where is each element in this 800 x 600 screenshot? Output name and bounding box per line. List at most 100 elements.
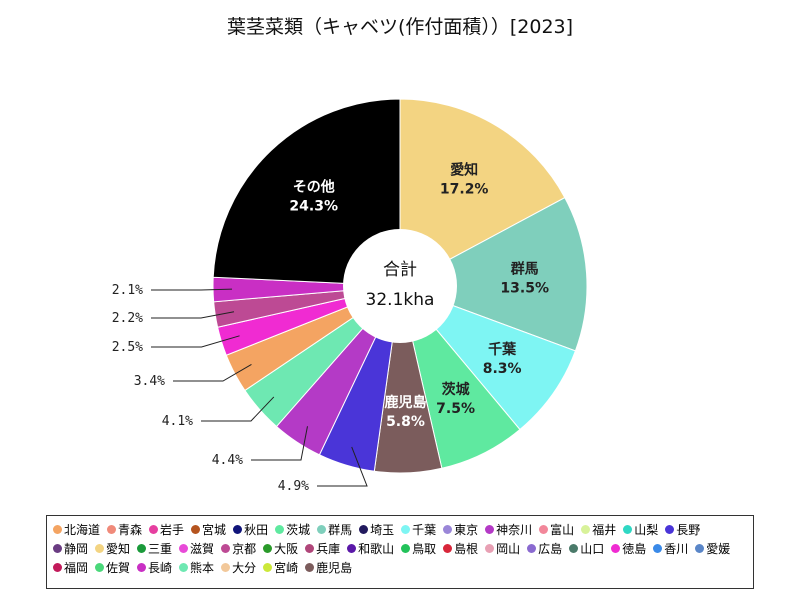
slice-external-label-7: 4.1%	[162, 414, 193, 429]
legend-item: 千葉	[401, 520, 436, 539]
legend-marker	[107, 525, 117, 534]
legend-item: 鹿児島	[305, 558, 352, 577]
slice-external-label-11: 2.1%	[112, 283, 143, 298]
legend-label: 大分	[232, 561, 257, 575]
slice-external-label-6: 4.4%	[212, 453, 243, 468]
legend-marker	[53, 563, 62, 572]
legend-item: 宮城	[191, 520, 226, 539]
legend-label: 東京	[454, 523, 479, 537]
legend-label: 岩手	[160, 523, 185, 537]
legend-marker	[263, 563, 273, 572]
legend-marker	[275, 525, 285, 534]
legend-label: 京都	[232, 542, 257, 556]
legend-marker	[569, 544, 579, 553]
legend-label: 兵庫	[316, 542, 341, 556]
legend-item: 茨城	[275, 520, 310, 539]
donut-hole	[343, 229, 457, 343]
legend-label: 福岡	[64, 561, 89, 575]
slice-external-label-8: 3.4%	[134, 374, 165, 389]
legend-label: 愛知	[106, 542, 131, 556]
slice-label-value-2: 8.3%	[483, 361, 522, 377]
legend-label: 滋賀	[190, 542, 215, 556]
leader-line-5	[317, 446, 368, 487]
legend-label: 香川	[664, 542, 689, 556]
legend-marker	[485, 525, 495, 534]
legend-item: 長崎	[137, 558, 172, 577]
center-total-value: 32.1kha	[366, 290, 435, 310]
slice-label-value-4: 5.8%	[386, 414, 425, 430]
leader-line-6	[251, 426, 308, 461]
slice-label-value-12: 24.3%	[289, 199, 338, 215]
legend-label: 宮崎	[274, 561, 299, 575]
pie-chart: 葉茎菜類（キャベツ(作付面積））[2023] 愛知 17.2% 群馬 13.5% 千葉 8…	[112, 16, 588, 494]
legend-marker	[191, 525, 201, 534]
legend-label: 秋田	[244, 523, 269, 537]
legend-marker	[233, 525, 243, 534]
legend-marker	[443, 525, 453, 534]
legend-marker	[149, 525, 159, 534]
legend-label: 佐賀	[106, 561, 131, 575]
legend-marker	[623, 525, 633, 534]
pie-slice-12	[212, 98, 401, 287]
legend-marker	[611, 544, 621, 553]
legend-label: 山口	[580, 542, 605, 556]
legend-label: 山梨	[634, 523, 659, 537]
legend-marker	[581, 525, 591, 534]
legend-label: 徳島	[622, 542, 647, 556]
legend-marker	[653, 544, 663, 553]
legend-item: 愛媛	[695, 539, 730, 558]
legend-item: 山梨	[623, 520, 658, 539]
legend-item: 滋賀	[179, 539, 214, 558]
legend-marker	[401, 544, 411, 553]
slice-external-label-10: 2.2%	[112, 311, 143, 326]
slice-label-name-3: 茨城	[442, 381, 470, 398]
legend-marker	[53, 544, 62, 553]
slice-label-value-0: 17.2%	[440, 182, 489, 198]
legend-marker	[695, 544, 705, 553]
legend-marker	[95, 544, 105, 553]
legend-item: 福井	[581, 520, 616, 539]
legend-item: 京都	[221, 539, 256, 558]
legend-marker	[263, 544, 273, 553]
legend: 北海道 青森 岩手 宮城 秋田 茨城 群馬 埼玉 千葉 東京 神奈川 富山 福井 山梨 長野 静岡 愛知 三重 滋賀…	[46, 515, 754, 589]
slice-external-label-9: 2.5%	[112, 340, 143, 355]
legend-label: 鳥取	[412, 542, 437, 556]
slice-label-name-12: その他	[293, 179, 335, 196]
legend-item: 山口	[569, 539, 604, 558]
legend-label: 長崎	[148, 561, 173, 575]
legend-marker	[179, 544, 189, 553]
legend-item: 熊本	[179, 558, 214, 577]
legend-marker	[527, 544, 537, 553]
pie-labels: 愛知 17.2% 群馬 13.5% 千葉 8.3% 茨城 7.5% 鹿児島 5.8% 4.9% 4.4…	[112, 162, 549, 494]
legend-marker	[347, 544, 357, 553]
legend-label: 埼玉	[370, 523, 395, 537]
legend-item: 秋田	[233, 520, 268, 539]
leader-line-9	[151, 335, 240, 348]
legend-label: 島根	[454, 542, 479, 556]
legend-marker	[95, 563, 105, 572]
pie-slice-0	[399, 98, 566, 287]
legend-label: 熊本	[190, 561, 215, 575]
legend-marker	[221, 563, 231, 572]
legend-item: 岡山	[485, 539, 520, 558]
legend-marker	[317, 525, 327, 534]
legend-item: 佐賀	[95, 558, 130, 577]
legend-label: 三重	[148, 542, 173, 556]
legend-label: 長野	[676, 523, 701, 537]
legend-marker	[137, 563, 147, 572]
legend-label: 大阪	[274, 542, 299, 556]
legend-item: 和歌山	[347, 539, 394, 558]
legend-label: 鹿児島	[316, 561, 353, 575]
legend-marker	[137, 544, 147, 553]
legend-item: 大分	[221, 558, 256, 577]
legend-marker	[443, 544, 453, 553]
legend-marker	[305, 563, 315, 572]
legend-label: 福井	[592, 523, 617, 537]
legend-item: 神奈川	[485, 520, 532, 539]
legend-item: 大阪	[263, 539, 298, 558]
leader-line-8	[173, 364, 252, 382]
slice-label-name-2: 千葉	[488, 341, 517, 358]
legend-label: 広島	[538, 542, 563, 556]
legend-item: 埼玉	[359, 520, 394, 539]
legend-marker	[539, 525, 549, 534]
